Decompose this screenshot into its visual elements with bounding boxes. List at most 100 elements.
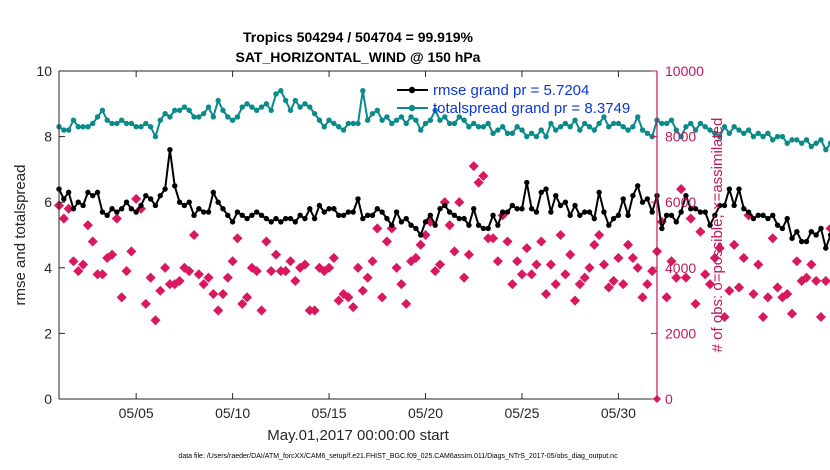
rmse-point <box>138 202 144 209</box>
rmse-point <box>495 222 501 228</box>
rmse-point <box>311 215 318 222</box>
rmse-point <box>471 206 477 212</box>
obs-count-marker <box>825 224 830 233</box>
obs-count-marker <box>343 292 354 303</box>
rmse-point <box>784 215 790 222</box>
rmse-point <box>538 189 544 196</box>
rmse-point <box>128 206 135 212</box>
legend-rmse-label: rmse grand pr = 5.7204 <box>433 82 589 99</box>
rmse-point <box>316 202 323 209</box>
rmse-point <box>278 219 284 225</box>
totalspread-point <box>495 127 501 133</box>
totalspread-point <box>823 147 829 153</box>
rmse-point <box>340 212 347 219</box>
obs-count-marker <box>434 259 446 270</box>
rmse-point <box>379 209 385 215</box>
obs-count-marker <box>328 252 339 264</box>
obs-count-marker <box>87 236 98 247</box>
totalspread-point <box>750 133 757 140</box>
obs-count-marker <box>767 233 778 244</box>
obs-count-marker <box>661 292 672 303</box>
obs-count-marker <box>536 236 547 247</box>
axes-layer: 0 2 4 6 8 10 0 2000 4000 6000 8000 10000 05/05 05/10 0… <box>36 63 704 421</box>
totalspread-point <box>509 130 516 137</box>
rmse-point <box>663 212 670 219</box>
rmse-point <box>803 238 810 245</box>
totalspread-point <box>528 130 535 137</box>
rmse-point <box>475 222 482 228</box>
totalspread-point <box>172 107 178 114</box>
rmse-point <box>263 215 270 222</box>
rmse-point <box>451 212 458 219</box>
legend: rmse grand pr = 5.7204 totalspread grand… <box>397 82 630 117</box>
obs-count-marker <box>613 252 624 264</box>
obs-count-marker <box>806 259 817 270</box>
obs-count-marker <box>709 252 720 264</box>
totalspread-point <box>808 143 815 150</box>
totalspread-point <box>437 117 443 123</box>
rmse-point <box>823 245 829 251</box>
obs-count-marker <box>454 197 465 208</box>
totalspread-point <box>427 117 434 123</box>
rmse-point <box>220 206 226 212</box>
totalspread-point <box>114 120 120 127</box>
obs-count-marker <box>502 236 513 247</box>
obs-count-marker <box>324 262 335 273</box>
totalspread-point <box>798 140 805 146</box>
rmse-point <box>345 209 352 215</box>
rmse-point <box>606 222 612 228</box>
y-tick-label-right: 2000 <box>665 325 696 341</box>
totalspread-point <box>456 114 462 120</box>
rmse-point <box>798 238 805 245</box>
obs-count-marker <box>618 279 629 290</box>
totalspread-point <box>615 120 622 127</box>
y-tick-label: 8 <box>44 129 52 145</box>
totalspread-point <box>712 130 718 137</box>
rmse-point <box>755 212 761 219</box>
obs-count-marker <box>290 275 301 286</box>
rmse-point <box>297 212 303 219</box>
rmse-point <box>789 235 795 241</box>
rmse-point <box>350 209 356 215</box>
rmse-point <box>567 212 573 219</box>
obs-count-marker <box>724 285 735 296</box>
rmse-point <box>659 225 665 232</box>
chart-subtitle: SAT_HORIZONTAL_WIND @ 150 hPa <box>236 49 481 65</box>
rmse-point <box>572 202 578 209</box>
obs-count-marker <box>420 229 431 241</box>
obs-count-marker <box>415 239 426 250</box>
rmse-point <box>157 192 163 199</box>
totalspread-point <box>422 120 429 127</box>
totalspread-point <box>152 133 159 140</box>
rmse-point <box>702 209 708 215</box>
rmse-point <box>591 215 598 222</box>
rmse-point <box>480 225 487 232</box>
obs-count-marker <box>396 279 407 290</box>
obs-count-marker <box>574 279 585 290</box>
rmse-point <box>446 209 453 215</box>
obs-count-marker <box>748 288 759 300</box>
rmse-point <box>548 209 554 215</box>
totalspread-point <box>673 127 679 133</box>
totalspread-point <box>432 107 438 114</box>
rmse-point <box>384 215 390 222</box>
rmse-point <box>490 212 496 219</box>
totalspread-point <box>147 124 154 130</box>
obs-count-marker <box>82 220 93 231</box>
rmse-point <box>181 202 188 209</box>
rmse-point <box>630 192 636 199</box>
rmse-point <box>215 199 221 205</box>
x-tick-label: 05/20 <box>408 405 443 421</box>
totalspread-point <box>297 104 303 110</box>
obs-count-marker <box>468 161 479 172</box>
totalspread-point <box>331 120 337 127</box>
totalspread-point <box>499 124 506 130</box>
y-tick-label-right: 10000 <box>665 63 704 79</box>
rmse-point <box>172 183 178 189</box>
obs-count-marker <box>598 259 610 270</box>
obs-count-marker <box>671 272 682 283</box>
obs-count-marker <box>140 298 151 309</box>
totalspread-point <box>249 104 255 110</box>
obs-count-marker <box>637 292 648 303</box>
rmse-point <box>133 209 139 215</box>
